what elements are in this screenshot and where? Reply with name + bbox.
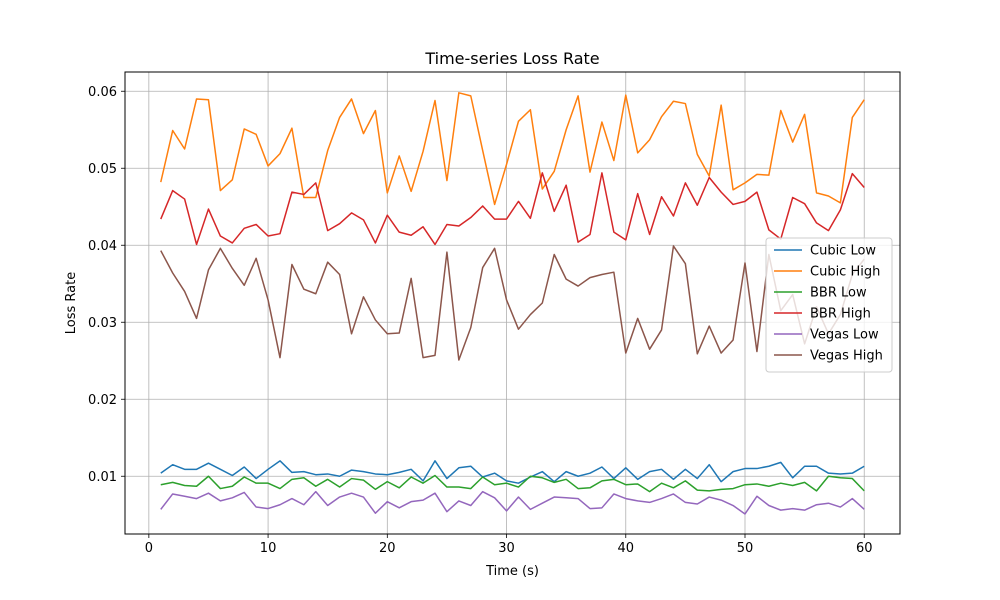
legend: Cubic Low Cubic High BBR Low BBR High Vegas …	[765, 237, 893, 373]
y-tick-label: 0.02	[88, 393, 117, 408]
legend-label-vegas-high: Vegas High	[810, 349, 883, 364]
y-axis-label: Loss Rate	[64, 272, 79, 334]
legend-label-bbr-high: BBR High	[810, 307, 871, 322]
x-tick-label: 60	[856, 541, 873, 556]
series-lines	[160, 92, 865, 515]
series-line-bbr-low	[160, 474, 865, 493]
x-tick-label: 40	[617, 541, 634, 556]
x-tick-label: 50	[737, 541, 754, 556]
series-line-bbr-high	[160, 172, 865, 246]
legend-label-cubic-low: Cubic Low	[810, 244, 876, 259]
series-line-cubic-high	[160, 92, 865, 206]
x-tick-label: 30	[498, 541, 515, 556]
legend-label-vegas-low: Vegas Low	[810, 328, 879, 343]
y-tick-label: 0.01	[88, 470, 117, 485]
chart-title: Time-series Loss Rate	[424, 49, 599, 68]
legend-label-bbr-low: BBR Low	[810, 286, 867, 301]
x-axis-label: Time (s)	[485, 564, 539, 579]
y-tick-label: 0.05	[88, 162, 117, 177]
x-tick-label: 10	[260, 541, 277, 556]
axis-ticks: 0 10 20 30 40 50 60 0.01 0.02 0.03 0.04 0.05 0.06	[88, 85, 872, 556]
series-line-vegas-high	[160, 245, 865, 361]
y-tick-label: 0.04	[88, 239, 117, 254]
y-tick-label: 0.03	[88, 316, 117, 331]
x-tick-label: 20	[379, 541, 396, 556]
legend-label-cubic-high: Cubic High	[810, 265, 880, 280]
series-line-vegas-low	[160, 490, 865, 515]
series-line-cubic-low	[160, 460, 865, 484]
y-tick-label: 0.06	[88, 85, 117, 100]
plot-frame	[124, 71, 901, 535]
x-tick-label: 0	[145, 541, 153, 556]
